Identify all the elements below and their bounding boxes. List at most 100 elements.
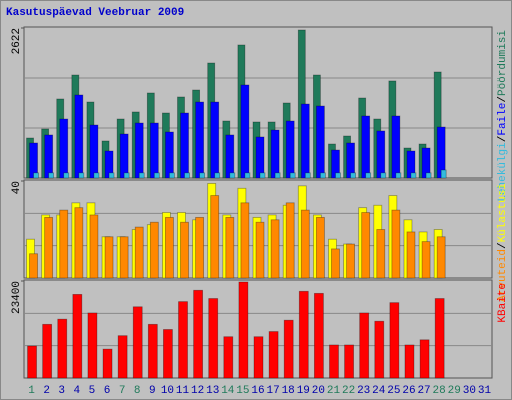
bar — [63, 172, 70, 179]
bar — [104, 236, 114, 279]
bar — [391, 115, 401, 179]
x-tick-label: 7 — [119, 385, 126, 397]
x-tick-label: 15 — [236, 385, 249, 397]
bar — [229, 172, 236, 179]
bar — [346, 243, 355, 279]
x-tick-label: 3 — [58, 385, 65, 397]
bar — [244, 172, 251, 179]
bar — [180, 112, 189, 179]
bar — [119, 133, 129, 179]
bar — [134, 226, 144, 279]
bar — [289, 172, 296, 179]
bar — [108, 172, 115, 179]
x-tick-label: 6 — [104, 385, 111, 397]
bar — [102, 348, 113, 379]
bar — [350, 172, 356, 179]
bar — [315, 105, 325, 179]
bar — [421, 241, 431, 279]
bar — [374, 320, 385, 379]
bar — [300, 103, 310, 179]
bar — [123, 172, 130, 179]
bar — [214, 172, 221, 179]
x-tick-label: 11 — [176, 385, 190, 397]
x-tick-label: 1 — [28, 385, 35, 397]
bar — [165, 216, 174, 279]
bar — [365, 172, 372, 179]
bar — [153, 172, 160, 179]
bar — [74, 207, 84, 279]
x-tick-label: 26 — [402, 385, 415, 397]
bar — [225, 134, 235, 179]
x-tick-label: 16 — [251, 385, 264, 397]
bar — [380, 172, 387, 179]
bar — [89, 124, 99, 179]
bar — [42, 323, 53, 379]
bar — [59, 118, 69, 179]
x-tick-label: 19 — [297, 385, 310, 397]
x-tick-label: 25 — [387, 385, 400, 397]
bar — [134, 122, 144, 179]
x-tick-label: 31 — [478, 385, 492, 397]
bar — [240, 202, 250, 279]
bar — [440, 169, 447, 179]
bar — [255, 136, 265, 179]
bar — [259, 172, 266, 179]
x-tick-label: 13 — [206, 385, 219, 397]
x-tick-label: 17 — [266, 385, 279, 397]
bar — [434, 298, 445, 379]
bar — [425, 172, 432, 179]
bar — [89, 214, 99, 279]
y-tick-label: 2622 — [11, 28, 23, 54]
bar — [165, 131, 174, 179]
bar — [238, 281, 249, 379]
bar — [335, 172, 341, 179]
bar — [119, 236, 129, 279]
x-tick-label: 30 — [463, 385, 476, 397]
x-tick-label: 9 — [149, 385, 156, 397]
bar — [376, 130, 386, 179]
bar — [74, 94, 84, 179]
bar — [44, 216, 54, 279]
legend-entry: Külastusi — [497, 183, 509, 243]
y-tick-label: 40 — [11, 181, 23, 194]
bar — [359, 312, 370, 379]
x-tick-label: 22 — [342, 385, 355, 397]
bar — [391, 209, 401, 279]
bar — [419, 339, 430, 379]
x-tick-label: 29 — [448, 385, 461, 397]
x-tick-label: 10 — [161, 385, 174, 397]
legend-entry: Faile — [497, 103, 509, 136]
bar — [59, 209, 69, 279]
bar — [331, 248, 340, 279]
legend: Lehekülgi/Faile/Pöördumisi — [497, 30, 509, 202]
bar — [376, 229, 386, 279]
legend: KBaite — [497, 283, 509, 323]
bar — [313, 292, 324, 379]
bar — [57, 318, 68, 379]
bar — [319, 172, 326, 179]
bar — [270, 129, 280, 179]
bar — [93, 172, 100, 179]
bar — [195, 101, 205, 179]
bar — [117, 335, 128, 379]
bar — [27, 345, 37, 379]
bar — [410, 172, 417, 179]
bar — [138, 172, 145, 179]
legend-separator: / — [497, 96, 509, 103]
bar — [199, 172, 206, 179]
bar — [255, 221, 265, 279]
legend-entry: Lehekülgi — [497, 142, 509, 202]
x-tick-label: 23 — [357, 385, 370, 397]
bar — [436, 236, 446, 279]
bar — [274, 172, 281, 179]
bar — [361, 115, 371, 179]
bar — [44, 134, 54, 179]
x-tick-label: 18 — [282, 385, 295, 397]
x-tick-label: 2 — [43, 385, 50, 397]
bar — [389, 302, 400, 379]
bar — [210, 195, 220, 279]
bar — [180, 221, 189, 279]
x-tick-label: 14 — [221, 385, 235, 397]
bar — [223, 336, 234, 379]
